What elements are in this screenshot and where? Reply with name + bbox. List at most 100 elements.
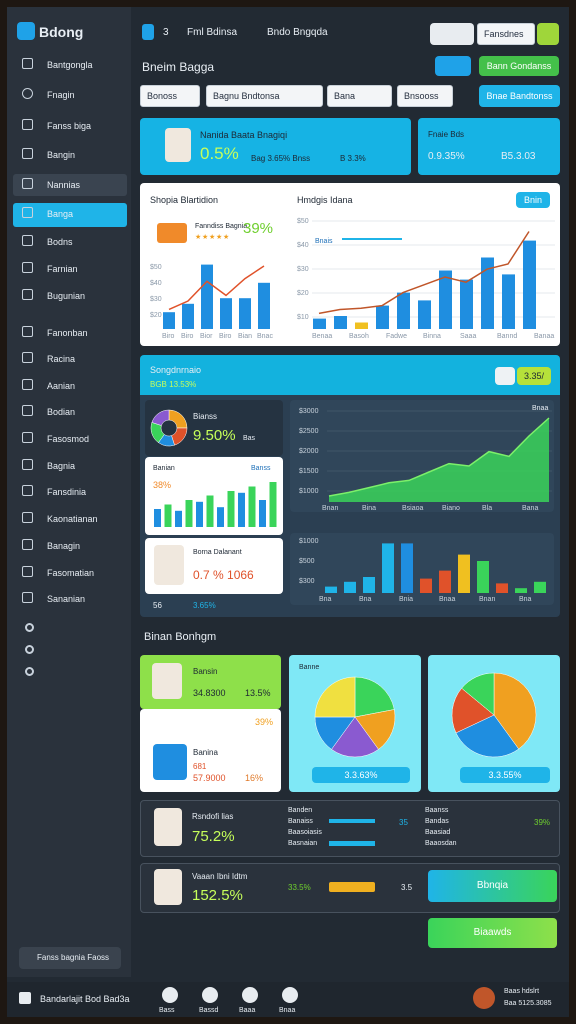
card-value: 34.8300 [193, 688, 226, 698]
bar [523, 240, 536, 329]
y-label: $10 [297, 314, 309, 321]
mini-title: Banian [153, 465, 175, 472]
menu-icon [22, 88, 33, 99]
tab-icon [142, 24, 154, 40]
y-label: $40 [297, 242, 309, 249]
star: ★ [223, 233, 229, 241]
action-button[interactable]: Bann Gondanss [479, 56, 559, 76]
search[interactable]: Fansdnes [477, 23, 535, 45]
menu-item[interactable]: Sananian [47, 594, 86, 604]
kpi-card [418, 118, 560, 175]
slice [331, 716, 379, 758]
footer-icon[interactable] [242, 987, 258, 1003]
pie-caption[interactable]: 3.3.55% [460, 767, 550, 783]
menu-item[interactable]: Bagnia [47, 461, 76, 471]
menu-item[interactable]: Racina [47, 354, 76, 364]
menu-item[interactable]: Fnagin [47, 90, 75, 100]
bar [220, 298, 232, 329]
menu-icon [22, 485, 33, 496]
filter-input[interactable]: Bonoss [140, 85, 200, 107]
sidebar-footer-box[interactable] [19, 947, 121, 969]
user-avatar[interactable] [473, 987, 495, 1009]
x-label: Bna [519, 596, 532, 603]
menu-item[interactable]: Fanss biga [47, 121, 92, 131]
menu-item[interactable]: Aanian [47, 381, 76, 391]
menu-icon [22, 326, 33, 337]
bar [258, 282, 270, 329]
card-value: 57.9000 [193, 773, 226, 783]
analytics-badge[interactable]: 3.35/ [517, 367, 551, 385]
row-name: Vaaan Ibni Idtm [192, 872, 248, 881]
slice [493, 672, 537, 750]
x-label: Bior [200, 333, 213, 340]
menu-item[interactable]: Fansdinia [47, 487, 87, 497]
bar [397, 292, 410, 329]
bar [439, 570, 451, 593]
card-icon [153, 744, 187, 780]
footer-icon-label: Bnaa [279, 1007, 296, 1014]
top-subtitle[interactable]: Bndo Bngqda [267, 27, 328, 38]
row-value: 75.2% [192, 828, 235, 845]
x-label: Biro [162, 333, 175, 340]
menu-icon [22, 459, 33, 470]
top-title[interactable]: Fml Bdinsa [187, 27, 238, 38]
x-label: Bna [359, 596, 372, 603]
row-button[interactable]: Bbnqia [428, 870, 557, 902]
y-label: $500 [299, 558, 315, 565]
card-name: Banina [193, 748, 218, 757]
list-item: Bandas [425, 818, 449, 825]
row-value: 152.5% [192, 887, 243, 904]
menu-item[interactable]: Banga [47, 209, 74, 219]
x-label: Bnaa [439, 596, 455, 603]
footer-icon-label: Baaa [239, 1007, 256, 1014]
icon-button[interactable] [495, 367, 515, 385]
menu-item[interactable]: Bantgongla [47, 60, 93, 70]
filter-input[interactable]: Bana [327, 85, 392, 107]
menu-dot [25, 645, 34, 654]
donut-card [145, 400, 283, 456]
footer-icon[interactable] [282, 987, 298, 1003]
icon-button[interactable] [435, 56, 471, 76]
menu-item[interactable]: Farnian [47, 264, 78, 274]
menu-item[interactable]: Fanonban [47, 328, 88, 338]
bar [458, 554, 470, 593]
y-label: $30 [297, 266, 309, 273]
footer-icon-label: Bass [159, 1007, 175, 1014]
list-item: Baaosdan [425, 840, 457, 847]
menu-item[interactable]: Kaonatianan [47, 514, 98, 524]
menu-item[interactable]: Bugunian [47, 291, 86, 301]
chart-button[interactable]: Bnin [516, 192, 550, 208]
footer-icon[interactable] [162, 987, 178, 1003]
slice [461, 672, 495, 716]
icon-buttons[interactable] [430, 23, 474, 45]
filter-button[interactable]: Bnae Bandtonss [479, 85, 560, 107]
menu-item[interactable]: Fasosmod [47, 434, 90, 444]
menu-icon [22, 566, 33, 577]
bar [201, 264, 213, 329]
bar [418, 300, 431, 329]
footer-icon[interactable] [202, 987, 218, 1003]
menu-item[interactable]: Nannias [47, 180, 81, 190]
sidebar-footer: Fanss bagnia Faoss [37, 953, 110, 962]
bar [515, 588, 527, 593]
menu-item[interactable]: Bodian [47, 407, 76, 417]
pie-caption[interactable]: 3.3.63% [312, 767, 410, 783]
x-label: Basoh [349, 333, 369, 340]
analytics-subtitle: BGB 13.53% [150, 380, 197, 389]
avatar-button[interactable] [537, 23, 559, 45]
bar [313, 318, 326, 329]
menu-item[interactable]: Banagin [47, 541, 81, 551]
x-label: Bana [522, 505, 538, 512]
menu-item[interactable]: Bangin [47, 150, 76, 160]
filter-input[interactable]: Bnsooss [397, 85, 453, 107]
menu-item[interactable]: Fasomatian [47, 568, 95, 578]
menu-highlight [13, 174, 127, 196]
menu-item[interactable]: Bodns [47, 237, 73, 247]
kpi-title: Fnaie Bds [428, 130, 465, 139]
bar [477, 561, 489, 593]
menu-icon [22, 405, 33, 416]
x-label: Bnan [322, 505, 338, 512]
filter-input[interactable]: Bagnu Bndtonsa [206, 85, 323, 107]
star: ★ [195, 233, 201, 241]
cta-button[interactable]: Biaawds [428, 918, 557, 948]
